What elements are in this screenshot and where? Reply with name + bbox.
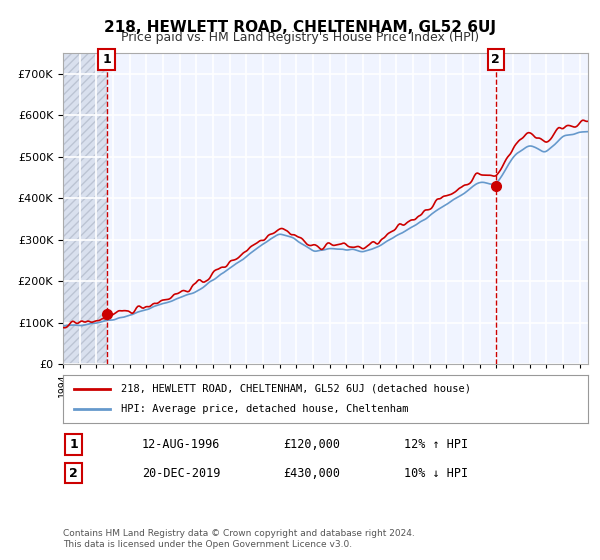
Text: 1: 1 bbox=[69, 438, 78, 451]
Text: 1: 1 bbox=[102, 53, 111, 66]
Text: Price paid vs. HM Land Registry's House Price Index (HPI): Price paid vs. HM Land Registry's House … bbox=[121, 31, 479, 44]
Text: Contains HM Land Registry data © Crown copyright and database right 2024.
This d: Contains HM Land Registry data © Crown c… bbox=[63, 529, 415, 549]
Text: 2: 2 bbox=[69, 466, 78, 479]
Bar bbox=[63, 53, 107, 364]
Text: 10% ↓ HPI: 10% ↓ HPI bbox=[404, 466, 469, 479]
Text: £430,000: £430,000 bbox=[284, 466, 341, 479]
Text: 218, HEWLETT ROAD, CHELTENHAM, GL52 6UJ (detached house): 218, HEWLETT ROAD, CHELTENHAM, GL52 6UJ … bbox=[121, 384, 471, 394]
Text: 2: 2 bbox=[491, 53, 500, 66]
Text: 218, HEWLETT ROAD, CHELTENHAM, GL52 6UJ: 218, HEWLETT ROAD, CHELTENHAM, GL52 6UJ bbox=[104, 20, 496, 35]
Text: HPI: Average price, detached house, Cheltenham: HPI: Average price, detached house, Chel… bbox=[121, 404, 408, 414]
Text: 12-AUG-1996: 12-AUG-1996 bbox=[142, 438, 220, 451]
Text: 12% ↑ HPI: 12% ↑ HPI bbox=[404, 438, 469, 451]
Text: 20-DEC-2019: 20-DEC-2019 bbox=[142, 466, 220, 479]
Text: £120,000: £120,000 bbox=[284, 438, 341, 451]
